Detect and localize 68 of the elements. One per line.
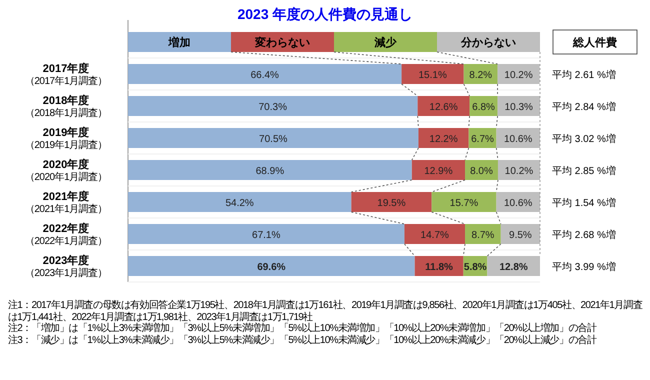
data-label: 10.6% bbox=[504, 134, 532, 145]
data-label: 15.1% bbox=[418, 70, 447, 81]
bar bbox=[465, 224, 501, 244]
bar bbox=[351, 192, 432, 212]
data-label: 6.8% bbox=[472, 102, 496, 113]
bar bbox=[128, 128, 418, 148]
legend-item: 変わらない bbox=[231, 32, 334, 52]
text: 注1：2017年1月調査の母数は有効回答企業1万195社、2018年1月調査は1万161社、2019年1月調査は9,856社、2020年1月調査は1万405社、2021年1月調査は1万1,441社、2022年1月調査は1万1,981社、2023年1月調査は1万1,719社 bbox=[8, 300, 644, 322]
bar bbox=[402, 64, 464, 84]
bar bbox=[128, 224, 404, 244]
bar bbox=[432, 192, 496, 212]
legend-item: 減少 bbox=[334, 32, 437, 52]
y2-tick-label: 平均 2.85 %増 bbox=[552, 165, 616, 177]
data-label: 8.2% bbox=[469, 70, 492, 81]
series-label: 分からない bbox=[460, 36, 516, 49]
y2-tick-label: 平均 3.99 %増 bbox=[552, 261, 616, 273]
data-label: 11.8% bbox=[425, 262, 454, 273]
data-label: 12.9% bbox=[424, 166, 453, 177]
y-tick-label: 2023年度（2023年1月調査） bbox=[24, 254, 108, 279]
text: 注2：「増加」は「1%以上3%未満増加」「3%以上5%未満増加」「5%以上10%未満増加」「10%以上20%未満増加」「20%以上増加」の合計 bbox=[8, 323, 598, 334]
y2-axis-title: 総人件費 bbox=[572, 36, 617, 49]
series-label: 増加 bbox=[168, 36, 190, 49]
y-tick-label: 2019年度（2019年1月調査） bbox=[24, 126, 108, 151]
chart-title: 2023 年度の人件費の見通し bbox=[237, 6, 413, 22]
data-label: 12.8% bbox=[499, 262, 528, 273]
data-label: 10.3% bbox=[504, 102, 534, 113]
data-label: 8.7% bbox=[472, 230, 494, 241]
text: 注3：「減少」は「1%以上3%未満減少」「3%以上5%未満減少」「5%以上10%未満減少」「10%以上20%未満減少」「20%以上減少」の合計 bbox=[8, 334, 598, 346]
data-label: 68.9% bbox=[256, 166, 284, 177]
data-label: 6.7% bbox=[471, 134, 494, 145]
bar bbox=[128, 256, 415, 276]
y-tick-label: 2021年度（2021年1月調査） bbox=[24, 190, 108, 215]
data-label: 67.1% bbox=[252, 230, 281, 241]
data-label: 19.5% bbox=[377, 198, 406, 209]
bar bbox=[128, 64, 402, 84]
data-label: 12.2% bbox=[429, 134, 458, 145]
data-label: 5.8% bbox=[464, 262, 487, 273]
bar bbox=[412, 160, 466, 180]
data-label: 8.0% bbox=[470, 166, 493, 177]
bar bbox=[418, 96, 470, 116]
y2-tick-label: 平均 2.61 %増 bbox=[552, 69, 616, 81]
legend-item: 分からない bbox=[437, 32, 540, 52]
y2-tick-label: 平均 2.84 %増 bbox=[552, 101, 616, 113]
bar bbox=[404, 224, 466, 244]
y2-tick-label: 平均 2.68 %増 bbox=[552, 229, 616, 241]
data-label: 69.6% bbox=[257, 262, 286, 273]
data-label: 10.6% bbox=[504, 198, 532, 209]
bar bbox=[418, 128, 469, 148]
data-label: 70.3% bbox=[258, 102, 288, 113]
data-label: 12.6% bbox=[429, 102, 458, 113]
data-label: 14.7% bbox=[420, 230, 450, 241]
y2-tick-label: 平均 3.02 %増 bbox=[552, 133, 616, 145]
data-label: 70.5% bbox=[259, 134, 288, 145]
data-label: 9.5% bbox=[509, 230, 532, 241]
y-tick-label: 2017年度（2017年1月調査） bbox=[24, 62, 108, 87]
bar bbox=[128, 96, 418, 116]
data-label: 15.7% bbox=[450, 198, 478, 209]
bar bbox=[128, 192, 352, 212]
legend-item: 増加 bbox=[128, 32, 231, 52]
y-tick-label: 2018年度（2018年1月調査） bbox=[24, 94, 108, 119]
data-label: 66.4% bbox=[250, 70, 280, 81]
y-tick-label: 2022年度（2022年1月調査） bbox=[24, 222, 108, 247]
y2-tick-label: 平均 1.54 %増 bbox=[552, 197, 616, 209]
data-label: 10.2% bbox=[504, 70, 533, 81]
y-tick-label: 2020年度（2020年1月調査） bbox=[24, 158, 108, 183]
bar bbox=[128, 160, 412, 180]
data-label: 10.2% bbox=[504, 166, 534, 177]
data-label: 54.2% bbox=[225, 198, 254, 209]
